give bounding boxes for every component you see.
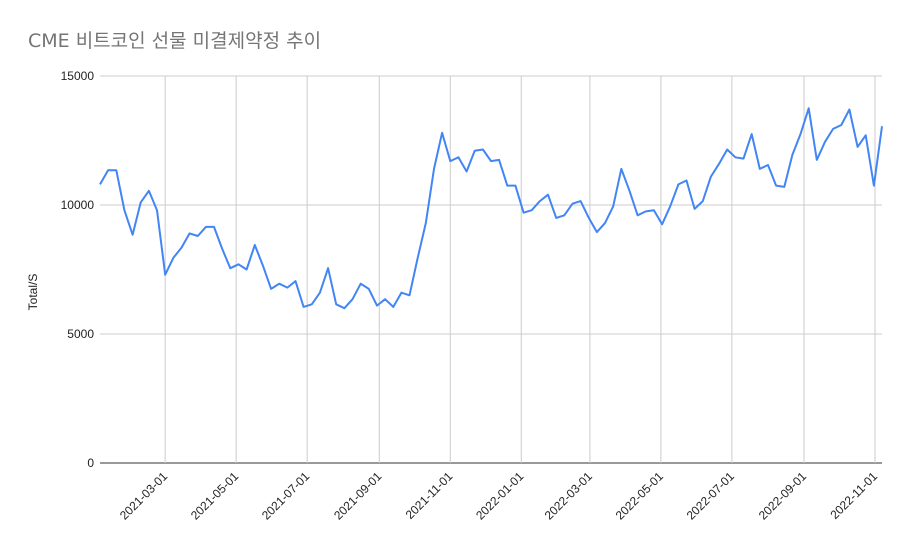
x-tick-label: 2022-07-01 [684, 469, 738, 523]
x-tick-label: 2022-09-01 [756, 469, 810, 523]
y-tick-labels: 0 5000 10000 15000 [61, 69, 95, 470]
chart-title: CME 비트코인 선물 미결제약정 추이 [28, 30, 322, 52]
y-tick-label: 0 [87, 456, 94, 470]
y-tick-label: 15000 [61, 69, 95, 83]
y-axis-label: Total/S [26, 274, 40, 311]
x-tick-label: 2021-05-01 [188, 469, 242, 523]
x-tick-label: 2022-05-01 [613, 469, 667, 523]
y-tick-label: 10000 [61, 198, 95, 212]
series-layer [99, 107, 883, 310]
x-tick-label: 2021-09-01 [331, 469, 385, 523]
x-tick-label: 2022-03-01 [542, 469, 596, 523]
y-tick-label: 5000 [67, 327, 94, 341]
x-tick-label: 2021-07-01 [259, 469, 313, 523]
x-tick-label: 2021-11-01 [403, 469, 456, 522]
x-tick-labels: 2021-03-01 2021-05-01 2021-07-01 2021-09-01… [117, 469, 880, 523]
x-tick-label: 2021-03-01 [117, 469, 171, 523]
series-line [99, 107, 883, 310]
x-tick-label: 2022-11-01 [827, 469, 880, 522]
x-tick-label: 2022-01-01 [473, 469, 527, 523]
grid-lines [100, 75, 882, 464]
